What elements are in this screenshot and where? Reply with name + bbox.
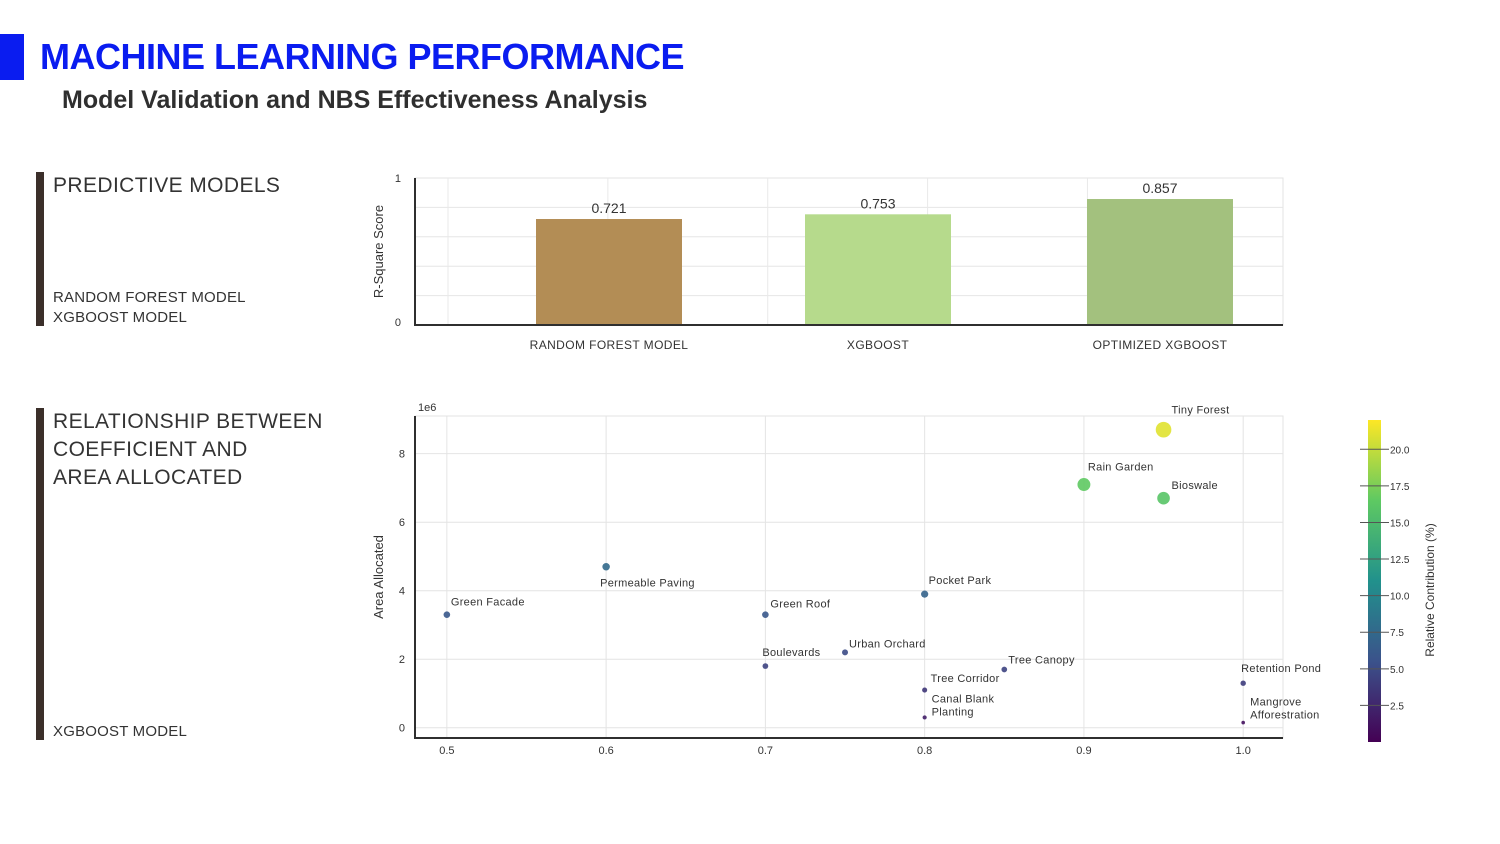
- scatter-point: [1001, 666, 1008, 673]
- x-tick-label: 0.7: [758, 745, 773, 757]
- section-coefficient-area: RELATIONSHIP BETWEEN COEFFICIENT AND ARE…: [36, 408, 344, 740]
- point-label: Retention Pond: [1241, 663, 1321, 675]
- bar: [536, 219, 682, 325]
- colorbar-tick-label: 20.0: [1390, 445, 1410, 456]
- bar: [805, 214, 951, 325]
- section-heading: RELATIONSHIP BETWEEN COEFFICIENT AND ARE…: [53, 410, 323, 489]
- y-axis-label: Area Allocated: [371, 535, 386, 619]
- colorbar-tick-label: 15.0: [1390, 518, 1410, 529]
- y-tick-label: 0: [395, 317, 401, 329]
- accent-bar: [0, 34, 24, 80]
- section-notes: RANDOM FOREST MODEL XGBOOST MODEL: [53, 288, 246, 328]
- point-label: Green Roof: [770, 599, 831, 611]
- scatter-point: [1240, 680, 1246, 686]
- point-label: Tiny Forest: [1172, 405, 1230, 417]
- colorbar-tick-label: 17.5: [1390, 482, 1410, 493]
- section-note: XGBOOST MODEL: [53, 723, 188, 740]
- bar-value-label: 0.857: [1142, 180, 1177, 196]
- bar-value-label: 0.721: [591, 200, 626, 216]
- section-note: RANDOM FOREST MODEL: [53, 289, 246, 306]
- section-note: XGBOOST MODEL: [53, 309, 188, 326]
- page-subtitle: Model Validation and NBS Effectiveness A…: [62, 86, 648, 114]
- y-tick-label: 0: [399, 723, 405, 735]
- point-label: Tree Corridor: [931, 673, 1000, 685]
- scatter-point: [1157, 491, 1170, 505]
- y-tick-label: 6: [399, 517, 405, 529]
- point-label: Mangrove Afforestration: [1250, 697, 1319, 722]
- colorbar-tick-label: 12.5: [1390, 555, 1410, 566]
- y-tick-label: 4: [399, 586, 405, 598]
- colorbar-tick-label: 5.0: [1390, 665, 1404, 676]
- point-label: Urban Orchard: [849, 638, 926, 650]
- y-axis-label: R-Square Score: [371, 205, 386, 298]
- scatter-point: [922, 687, 928, 693]
- point-label: Boulevards: [762, 647, 820, 659]
- colorbar-tick-label: 10.0: [1390, 592, 1410, 603]
- scatter-point: [922, 715, 927, 720]
- scatter-point: [602, 562, 610, 571]
- x-tick-label: RANDOM FOREST MODEL: [530, 338, 689, 352]
- point-label: Canal Blank Planting: [932, 693, 995, 718]
- scatter-point: [762, 611, 769, 618]
- x-tick-label: 1.0: [1236, 745, 1251, 757]
- colorbar: [1368, 420, 1381, 742]
- point-label: Pocket Park: [929, 575, 992, 587]
- x-tick-label: 0.6: [598, 745, 613, 757]
- point-label: Bioswale: [1172, 480, 1218, 492]
- scatter-point: [921, 590, 929, 598]
- colorbar-tick-label: 2.5: [1390, 701, 1404, 712]
- y-tick-label: 2: [399, 654, 405, 666]
- x-tick-label: OPTIMIZED XGBOOST: [1093, 338, 1228, 352]
- bar: [1087, 199, 1233, 325]
- point-label: Tree Canopy: [1008, 654, 1075, 666]
- y-scale-label: 1e6: [418, 402, 436, 414]
- scatter-point: [1077, 478, 1091, 491]
- scatter-point: [1241, 720, 1245, 725]
- colorbar-tick-label: 7.5: [1390, 628, 1404, 639]
- scatter-point: [443, 611, 451, 618]
- point-label: Green Facade: [451, 597, 525, 609]
- point-label: Permeable Paving: [600, 578, 695, 590]
- point-label: Rain Garden: [1088, 462, 1154, 474]
- section-notes: XGBOOST MODEL: [53, 722, 187, 742]
- section-heading: PREDICTIVE MODELS: [53, 174, 281, 197]
- bar-value-label: 0.753: [860, 195, 895, 211]
- scatter-point: [842, 649, 849, 656]
- scatter-point: [1155, 421, 1172, 438]
- colorbar-label: Relative Contribution (%): [1423, 523, 1437, 656]
- x-tick-label: 0.5: [439, 745, 454, 757]
- y-tick-label: 8: [399, 449, 405, 461]
- page-title: MACHINE LEARNING PERFORMANCE: [40, 36, 685, 77]
- x-tick-label: XGBOOST: [847, 338, 909, 352]
- section-predictive-models: PREDICTIVE MODELS RANDOM FOREST MODEL XG…: [36, 172, 344, 326]
- x-tick-label: 0.9: [1076, 745, 1091, 757]
- y-tick-label: 1: [395, 173, 401, 185]
- x-tick-label: 0.8: [917, 745, 932, 757]
- scatter-point: [762, 663, 769, 669]
